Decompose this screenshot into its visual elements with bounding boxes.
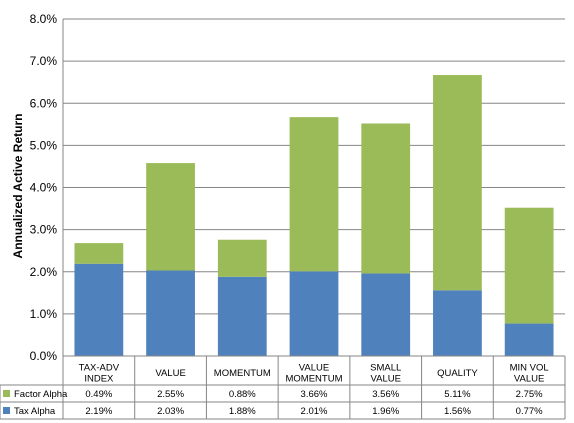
category-label: VALUE (370, 374, 400, 385)
table-value-cell: 2.03% (157, 406, 184, 417)
bar-factor-alpha (433, 75, 482, 291)
bar-factor-alpha (146, 163, 195, 271)
table-value-cell: 5.11% (444, 389, 471, 400)
legend-swatch (3, 390, 10, 397)
table-value-cell: 0.77% (516, 406, 543, 417)
y-tick-label: 1.0% (30, 307, 58, 321)
category-label: QUALITY (437, 368, 478, 379)
legend-label: Tax Alpha (14, 406, 56, 417)
category-label: VALUE (299, 363, 329, 374)
category-label: VALUE (155, 368, 185, 379)
y-tick-label: 5.0% (30, 138, 58, 152)
category-label: SMALL (370, 363, 401, 374)
y-tick-label: 2.0% (30, 265, 58, 279)
bar-factor-alpha (504, 207, 554, 324)
bar-tax-alpha (504, 323, 554, 356)
bar-factor-alpha (217, 239, 267, 277)
bar-factor-alpha (74, 243, 124, 264)
y-tick-label: 6.0% (30, 96, 58, 110)
axes (62, 19, 565, 357)
y-tick-label: 0.0% (30, 349, 58, 363)
bar-tax-alpha (433, 290, 482, 356)
category-label: MIN VOL (510, 363, 549, 374)
bars (74, 75, 554, 356)
y-tick-label: 7.0% (30, 54, 58, 68)
y-tick-label: 8.0% (30, 12, 58, 26)
legend-swatch (3, 407, 10, 414)
category-label: VALUE (514, 374, 544, 385)
bar-factor-alpha (289, 117, 339, 272)
table-value-cell: 3.56% (372, 389, 399, 400)
table-value-cell: 2.75% (516, 389, 543, 400)
y-tick-label: 3.0% (30, 223, 58, 237)
table-value-cell: 2.01% (301, 406, 328, 417)
y-axis-tick-labels: 0.0% 1.0% 2.0% 3.0% 4.0% 5.0% 6.0% 7.0% 8.0% (30, 12, 58, 363)
table-value-cell: 2.19% (85, 406, 112, 417)
bar-tax-alpha (217, 276, 267, 356)
legend-label: Factor Alpha (14, 389, 68, 400)
bar-tax-alpha (74, 263, 124, 356)
table-value-cell: 1.96% (372, 406, 399, 417)
category-label: INDEX (84, 374, 114, 385)
y-tick-label: 4.0% (30, 181, 58, 195)
bar-tax-alpha (361, 273, 411, 356)
category-label: TAX-ADV (79, 363, 120, 374)
bar-factor-alpha (361, 123, 411, 274)
table-value-cell: 0.49% (85, 389, 112, 400)
y-axis-label: Annualized Active Return (11, 114, 25, 259)
table-value-cell: 1.56% (444, 406, 471, 417)
category-label: MOMENTUM (286, 374, 343, 385)
table-value-cell: 1.88% (229, 406, 256, 417)
bar-tax-alpha (146, 270, 195, 356)
bar-tax-alpha (289, 271, 339, 356)
table-value-cell: 2.55% (157, 389, 184, 400)
table-value-cell: 0.88% (229, 389, 256, 400)
category-label: MOMENTUM (214, 368, 271, 379)
table-value-cell: 3.66% (301, 389, 328, 400)
